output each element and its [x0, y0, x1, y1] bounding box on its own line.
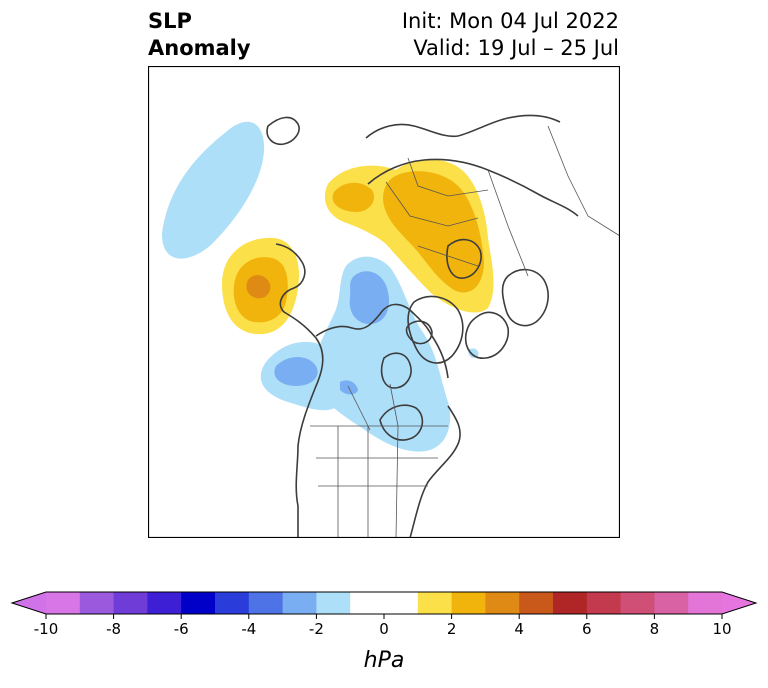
colorbar-tick-label-7: 4: [514, 620, 524, 638]
colorbar-tick-label-10: 10: [712, 620, 731, 638]
colorbar-bin-16: [620, 592, 655, 614]
negative-anomaly-canada-arctic: [313, 256, 451, 452]
colorbar-tick-label-3: -4: [241, 620, 256, 638]
colorbar-bin-18: [688, 592, 723, 614]
colorbar-tick-label-2: -6: [174, 620, 189, 638]
anomaly-map: [148, 66, 620, 538]
colorbar-tick-label-8: 6: [582, 620, 592, 638]
colorbar: -10 -8 -6 -4 -2 0 2 4 6 8 10 hPa: [0, 588, 768, 684]
colorbar-bin-15: [586, 592, 622, 614]
colorbar-unit-label: hPa: [364, 648, 405, 673]
colorbar-bin-7: [282, 592, 317, 614]
colorbar-bin-12: [485, 592, 520, 614]
colorbar-graphic: -10 -8 -6 -4 -2 0 2 4 6 8 10 hPa: [10, 591, 758, 673]
negative-anomaly-core-polar: [349, 271, 390, 324]
colorbar-bin-1: [79, 592, 115, 614]
colorbar-tick-label-6: 2: [447, 620, 457, 638]
init-date: Init: Mon 04 Jul 2022: [401, 9, 619, 33]
colorbar-bin-4: [181, 592, 216, 614]
colorbar-tick-label-1: -8: [106, 620, 121, 638]
political-borders: [310, 125, 620, 538]
colorbar-tick-label-9: 8: [650, 620, 660, 638]
title-line-1: SLP: [148, 9, 192, 33]
colorbar-bin-8: [316, 592, 351, 614]
colorbar-tick-label-5: 0: [379, 620, 389, 638]
colorbar-bin-11: [451, 592, 486, 614]
map-title: SLP Anomaly: [148, 8, 251, 62]
colorbar-bin-6: [248, 592, 284, 614]
colorbar-bin-2: [113, 592, 148, 614]
colorbar-bin-10: [417, 592, 453, 614]
negative-anomaly-gulf-core: [274, 357, 318, 386]
date-info: Init: Mon 04 Jul 2022 Valid: 19 Jul – 25…: [402, 8, 619, 62]
anomaly-shading: [162, 121, 494, 452]
valid-range: Valid: 19 Jul – 25 Jul: [413, 36, 619, 60]
positive-anomaly-pacific-core: [246, 275, 271, 299]
colorbar-bin-3: [147, 592, 182, 614]
coastlines: [266, 114, 579, 538]
map-border: [148, 66, 620, 538]
colorbar-bin-14: [553, 592, 588, 614]
colorbar-extend-max: [722, 592, 756, 614]
colorbar-bin-0: [46, 592, 81, 614]
colorbar-tick-label-4: -2: [309, 620, 324, 638]
colorbar-tick-label-0: -10: [34, 620, 59, 638]
colorbar-bin-17: [654, 592, 689, 614]
colorbar-extend-min: [12, 592, 46, 614]
positive-anomaly-russia-core: [383, 171, 484, 293]
colorbar-bin-9: [350, 592, 419, 614]
colorbar-bin-13: [519, 592, 554, 614]
colorbar-bin-5: [215, 592, 250, 614]
negative-anomaly-northwest-pacific: [162, 121, 265, 259]
title-line-2: Anomaly: [148, 36, 251, 60]
